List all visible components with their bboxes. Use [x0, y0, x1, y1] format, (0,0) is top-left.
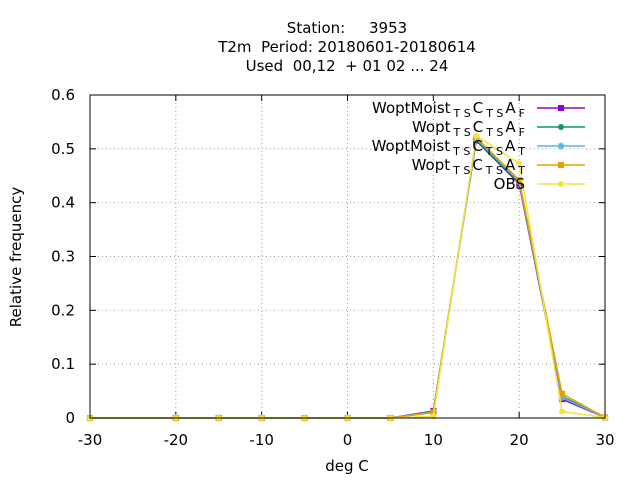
chart-title-line-2: T2m Period: 20180601-20180614: [217, 38, 476, 56]
data-point: [516, 177, 523, 184]
x-tick-label: 30: [595, 431, 614, 449]
data-point: [558, 394, 566, 402]
plot-frame: [89, 94, 606, 419]
data-point: [559, 390, 566, 397]
chart-title-line-1: Station: 3953: [287, 19, 407, 37]
x-axis-label: deg C: [325, 457, 369, 475]
series-4: [87, 134, 608, 421]
series-lines: [86, 132, 609, 422]
legend-swatch-marker: [558, 105, 564, 111]
grid: [90, 95, 605, 418]
y-tick-label: 0.1: [51, 355, 75, 373]
y-tick-label: 0.5: [51, 140, 75, 158]
y-axis-label: Relative frequency: [7, 187, 25, 328]
series-3: [86, 135, 609, 422]
y-tick-label: 0.3: [51, 248, 75, 266]
chart-title-line-3: Used 00,12 + 01 02 ... 24: [246, 57, 449, 75]
x-tick-label: -10: [249, 431, 274, 449]
x-tick-label: -20: [164, 431, 189, 449]
data-point: [516, 160, 523, 167]
legend-swatch-marker: [558, 181, 564, 187]
x-tick-label: -30: [78, 431, 103, 449]
x-tick-label: 0: [343, 431, 353, 449]
y-tick-label: 0.6: [51, 86, 75, 104]
legend-swatch-marker: [558, 162, 564, 168]
x-tick-label: 10: [424, 431, 443, 449]
y-tick-label: 0.4: [51, 194, 75, 212]
x-tick-label: 20: [510, 431, 529, 449]
legend-swatch-marker: [558, 124, 564, 130]
y-tick-label: 0.2: [51, 301, 75, 319]
series-5: [87, 132, 608, 421]
axis-ticks: -30 -20 -10 0 10 20 30 0 0.1 0.2 0.3 0.4 0.5 0.6: [51, 86, 614, 449]
legend-swatch-marker: [557, 142, 565, 150]
legend-label: OBS: [494, 175, 525, 193]
series-line: [90, 137, 606, 419]
data-point: [559, 408, 566, 415]
data-point: [473, 132, 480, 139]
series-line: [90, 138, 606, 419]
y-tick-label: 0: [65, 409, 75, 427]
